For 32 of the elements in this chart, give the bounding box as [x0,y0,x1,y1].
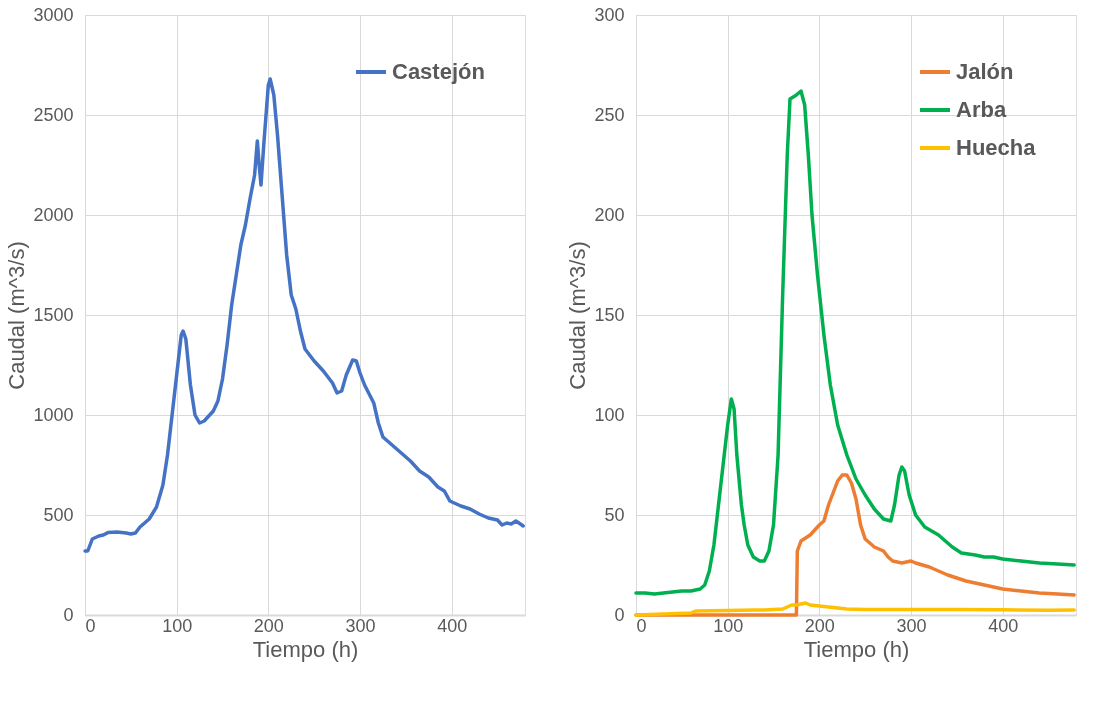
y-tick-label: 100 [594,404,625,425]
x-tick-label: 400 [988,615,1019,636]
y-tick-label: 150 [594,304,625,325]
y-tick-label: 2000 [33,204,74,225]
y-tick-label: 1000 [33,404,74,425]
line-series [634,89,1076,596]
x-axis-title: Tiempo (h) [252,636,359,662]
x-tick-label: 300 [345,615,376,636]
y-tick-label: 200 [594,204,625,225]
y-tick-label: 2500 [33,104,74,125]
x-tick-label: 200 [253,615,284,636]
y-axis-title: Caudal (m^3/s) [565,241,591,390]
line-series [634,601,1076,617]
y-tick-label: 250 [594,104,625,125]
x-tick-label: 100 [162,615,193,636]
x-tick-label: 200 [804,615,835,636]
x-tick-label: 400 [437,615,468,636]
legend-label: Castejón [392,59,485,84]
y-tick-label: 500 [43,504,74,525]
x-tick-label: 0 [636,615,647,636]
y-axis-title: Caudal (m^3/s) [4,241,30,390]
x-tick-label: 300 [896,615,927,636]
y-tick-label: 1500 [33,304,74,325]
x-tick-label: 0 [85,615,96,636]
legend-label: Jalón [956,59,1014,84]
y-tick-label: 3000 [33,4,74,25]
x-tick-label: 100 [713,615,744,636]
y-tick-label: 50 [604,504,625,525]
y-tick-label: 300 [594,4,625,25]
legend-label: Huecha [956,135,1037,160]
legend-label: Arba [956,97,1007,122]
x-axis-title: Tiempo (h) [803,636,910,662]
